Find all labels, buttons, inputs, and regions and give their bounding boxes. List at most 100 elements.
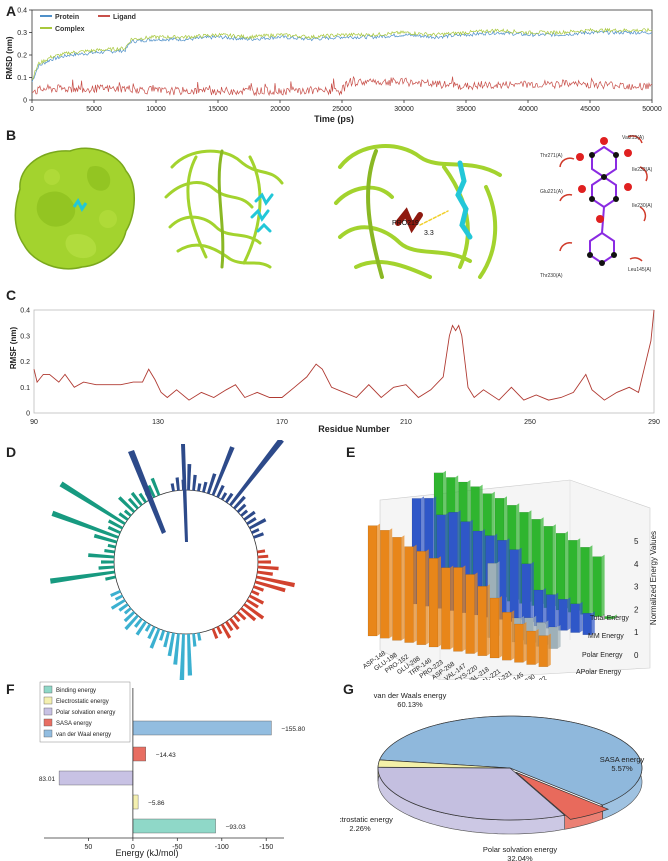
legend-label-ligand: Ligand (113, 14, 136, 21)
rmsf-ytick-label: 0.4 (20, 308, 30, 315)
e-bar-side (474, 572, 478, 654)
circular-bar-red (257, 565, 279, 571)
e-bar-side (450, 565, 454, 650)
circular-bar-teal (93, 533, 118, 544)
f-legend-label: van der Waal energy (56, 732, 111, 738)
f-bar-value-label: −5.86 (148, 800, 165, 807)
e-bar-apolar-energy (453, 567, 463, 652)
circular-bar-navy (251, 528, 260, 534)
f-legend-swatch (43, 685, 53, 694)
f-legend-swatch (43, 696, 53, 705)
pie-slice (377, 766, 566, 821)
circular-bar-teal (98, 565, 115, 570)
e-ztick-label: 5 (634, 537, 639, 546)
residue-label-2: Thr271(A) (540, 153, 563, 159)
rmsd-series-ligand (31, 75, 653, 97)
protein-surface-image (14, 147, 135, 270)
rmsd-xtick-label: 40000 (518, 106, 538, 113)
residue-label-6: Thr230(A) (540, 273, 563, 279)
rmsd-ylabel: RMSD (nm) (5, 36, 14, 79)
residue-label-5: Ile230(A) (632, 203, 653, 209)
e-bar-side (425, 549, 429, 645)
circular-bar-red (211, 628, 219, 639)
e-bar-apolar-energy (489, 597, 500, 659)
energy-3d-bar-chart: 012345ASP-148GLU-198PRO-152GLU-298TRP-14… (362, 470, 658, 680)
circular-bar-navy (236, 503, 247, 513)
rmsd-ytick-label: 0.2 (17, 53, 27, 60)
circular-bar-teal (104, 549, 115, 554)
circular-bar-navy (229, 440, 284, 507)
rmsf-xtick-label: 170 (276, 419, 288, 426)
rmsd-xtick-label: 45000 (580, 106, 600, 113)
rmsd-xtick-label: 35000 (456, 106, 476, 113)
f-bar (132, 720, 272, 736)
circular-bar-navy (246, 517, 257, 525)
circular-bar-red (258, 560, 271, 564)
rmsd-plot-frame (31, 9, 653, 101)
e-bar-apolar-energy (404, 546, 414, 643)
circular-bar-red (216, 626, 223, 635)
energy-horizontal-bar-chart: Binding energy Electrostatic energy Polar … (39, 681, 305, 858)
circular-bar-cyan (144, 623, 152, 632)
rmsd-xtick-label: 10000 (146, 106, 166, 113)
f-bar (132, 794, 139, 810)
rmsd-xtick-label: 5000 (86, 106, 102, 113)
circular-bar-teal (105, 575, 116, 581)
circular-bar-navy (187, 464, 192, 491)
circular-bar-red (220, 623, 232, 639)
circular-bar-navy (248, 518, 267, 530)
e-bar-apolar-energy (367, 525, 378, 637)
pie-percent-label: 32.04% (507, 854, 533, 861)
e-bar-side (567, 597, 571, 631)
circular-bar-red (257, 570, 273, 576)
circular-bar-cyan (159, 630, 166, 641)
e-bar-apolar-energy (526, 630, 536, 665)
e-bar-apolar-energy (416, 550, 427, 645)
residue-label-7: Leu145(A) (628, 267, 652, 273)
e-bar-side (535, 629, 539, 665)
e-series-label: Total Energy (590, 615, 629, 622)
circular-bar-navy (202, 481, 208, 493)
f-legend-swatch (43, 729, 53, 738)
e-bar-side (579, 601, 583, 633)
e-bar-side (613, 614, 617, 619)
rmsd-series-protein (31, 29, 653, 83)
rmsd-ytick-label: 0.1 (17, 75, 27, 82)
circular-bar-red (257, 554, 269, 559)
rmsf-series-line (33, 309, 655, 401)
e-bar-apolar-energy (440, 567, 451, 650)
f-bar-value-label: 83.01 (39, 776, 56, 783)
f-legend-label: SASA energy (56, 721, 92, 727)
circular-bar-cyan (192, 633, 197, 647)
e-bar-side (389, 528, 393, 639)
circular-bar-navy (233, 495, 246, 510)
e-bar-side (565, 531, 568, 610)
e-series-label: Polar Energy (582, 652, 623, 659)
circular-bar-teal (59, 481, 126, 525)
circular-bar-red (256, 575, 295, 588)
residue-label-4: Glu221(A) (540, 189, 563, 195)
f-xtick-label: -100 (215, 844, 229, 851)
circular-bar-navy (225, 492, 234, 504)
circular-bar-navy (243, 510, 256, 521)
rmsf-ytick-label: 0.2 (20, 359, 30, 366)
e-category-label: GLU-221 (488, 669, 514, 680)
e-ztick-label: 2 (634, 605, 639, 614)
e-bar-side (552, 524, 556, 608)
structure-panel: PRO219 3.3 Val213(A) Thr271(A) Ile232(A)… (14, 135, 653, 279)
f-bar (132, 746, 146, 762)
circular-bar-teal (118, 496, 136, 513)
e-bar-side (591, 611, 595, 635)
e-bar-total-energy (592, 556, 602, 617)
e-bar-side (499, 596, 502, 658)
circular-bar-red (251, 590, 260, 596)
circular-bar-teal (51, 510, 119, 539)
ligand-interaction-diagram (559, 135, 648, 266)
circular-bar-cyan (173, 633, 180, 665)
circular-bar-teal (107, 543, 116, 549)
rmsd-xtick-label: 30000 (394, 106, 414, 113)
e-ztick-label: 0 (634, 651, 639, 660)
circular-bar-red (248, 594, 265, 605)
circular-bar-navy (175, 477, 180, 491)
